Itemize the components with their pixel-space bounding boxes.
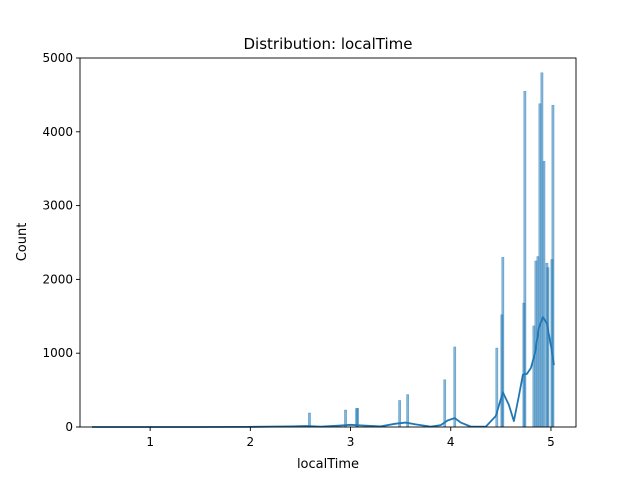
y-tick-label: 4000 <box>42 125 73 139</box>
x-axis-ticks: 1 2 3 4 5 <box>146 427 555 449</box>
x-axis-label: localTime <box>297 457 359 472</box>
x-tick-label: 1 <box>146 435 154 449</box>
histogram-bar <box>546 267 550 428</box>
x-tick-label: 2 <box>247 435 255 449</box>
y-axis-ticks: 0 1000 2000 3000 4000 5000 <box>42 51 80 434</box>
plot-area-frame <box>79 57 577 428</box>
y-tick-label: 1000 <box>42 346 73 360</box>
histogram-bar <box>356 407 359 428</box>
histogram-bar <box>453 346 457 428</box>
histogram-bar <box>551 105 555 428</box>
y-tick-label: 2000 <box>42 272 73 286</box>
x-tick-label: 3 <box>347 435 355 449</box>
kde-curve <box>92 316 555 428</box>
y-tick-label: 5000 <box>42 51 73 65</box>
chart-title: Distribution: localTime <box>244 35 413 53</box>
histogram-bar <box>501 257 505 428</box>
histogram-bar <box>443 379 447 428</box>
histogram-bar <box>542 161 546 428</box>
x-tick-label: 5 <box>547 435 555 449</box>
histogram-bar <box>308 412 311 428</box>
y-tick-label: 3000 <box>42 199 73 213</box>
y-axis-label: Count <box>15 223 30 262</box>
x-tick-label: 4 <box>447 435 455 449</box>
y-tick-label: 0 <box>65 420 73 434</box>
histogram-bar <box>523 91 527 428</box>
